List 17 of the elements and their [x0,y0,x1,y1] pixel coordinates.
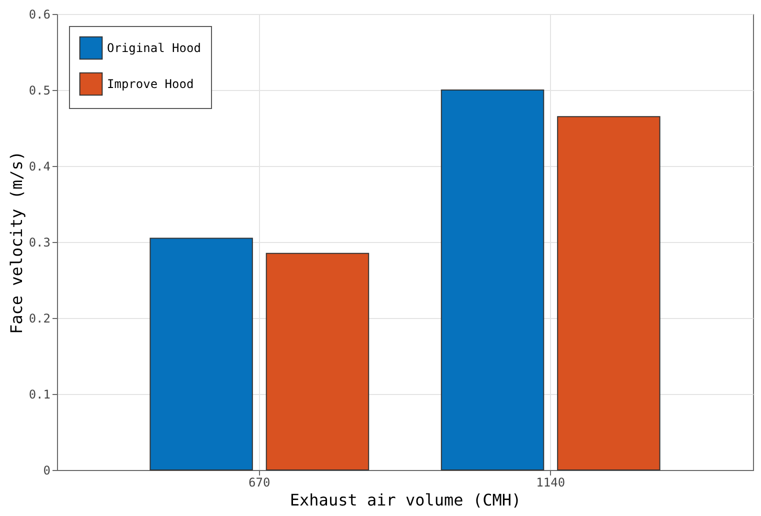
y-tick-label: 0.2 [28,312,50,326]
y-tick-label: 0.3 [28,236,50,250]
legend-label: Original Hood [107,41,201,55]
y-tick-label: 0 [43,464,50,478]
y-axis-title: Face velocity (m/s) [6,150,26,334]
bar [440,90,544,470]
y-tick-label: 0.6 [28,8,50,22]
legend-label: Improve Hood [107,77,194,91]
y-tick-label: 0.1 [28,388,50,402]
bar [150,238,253,470]
bar [266,252,370,470]
x-axis-title: Exhaust air volume (CMH) [290,490,522,510]
x-tick-label: 1140 [536,476,566,490]
y-tick-label: 0.4 [28,160,50,174]
bar [557,116,660,470]
x-tick-label: 670 [248,476,270,490]
y-tick-label: 0.5 [28,84,50,98]
